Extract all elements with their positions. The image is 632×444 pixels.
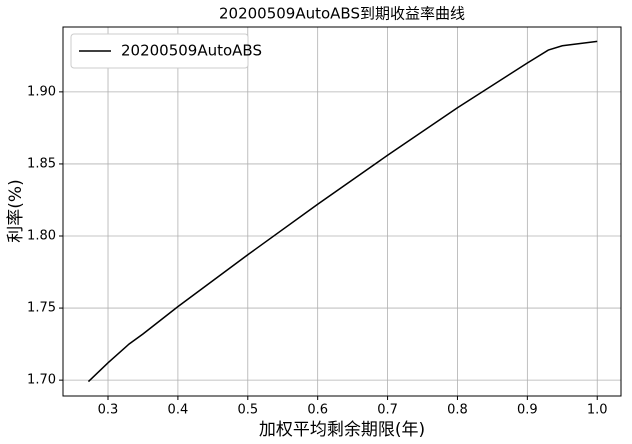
y-tick-label: 1.80 — [27, 229, 56, 244]
x-axis-label: 加权平均剩余期限(年) — [259, 420, 425, 440]
legend-label: 20200509AutoABS — [121, 42, 262, 60]
x-tick-label: 0.5 — [237, 403, 258, 418]
y-tick-label: 1.85 — [27, 156, 56, 171]
legend-box — [70, 33, 249, 69]
y-tick-label: 1.70 — [27, 373, 56, 388]
plot-frame — [62, 26, 622, 397]
y-tick-label: 1.90 — [27, 84, 56, 99]
x-tick-label: 0.9 — [517, 403, 538, 418]
x-tick-label: 0.4 — [168, 403, 189, 418]
y-axis-label: 利率(%) — [6, 179, 26, 242]
x-tick-label: 0.8 — [447, 403, 468, 418]
line-series — [87, 40, 598, 383]
chart-title: 20200509AutoABS到期收益率曲线 — [219, 5, 465, 23]
x-tick-label: 1.0 — [587, 403, 608, 418]
x-tick-label: 0.7 — [377, 403, 398, 418]
x-tick-label: 0.3 — [98, 403, 119, 418]
x-tick-label: 0.6 — [307, 403, 328, 418]
y-tick-label: 1.75 — [27, 301, 56, 316]
